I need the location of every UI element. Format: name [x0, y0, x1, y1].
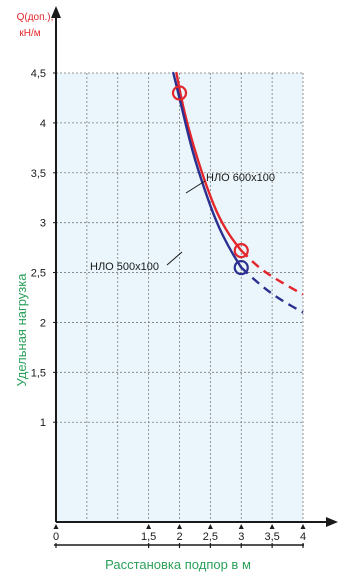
x-tick-label: 0: [53, 531, 59, 543]
y-tick-label: 3,5: [31, 168, 46, 180]
series-1-marker: [233, 259, 249, 276]
x-tick-label: 1,5: [141, 531, 156, 543]
y-unit-line2: кН/м: [19, 28, 40, 39]
x-tick-triangle: [238, 524, 244, 529]
annotation-500: НЛО 500x100: [90, 261, 159, 273]
y-tick-label: 1: [40, 417, 46, 429]
y-axis-arrow: [51, 6, 61, 18]
x-tick-triangle: [53, 524, 59, 529]
y-axis-label: Удельная нагрузка: [14, 273, 29, 387]
series-0-marker: [233, 243, 249, 259]
annotation-500-leader: [166, 251, 183, 266]
x-tick-label: 3,5: [264, 531, 279, 543]
y-tick-label: 2: [40, 317, 46, 329]
x-tick-triangle: [300, 524, 306, 529]
x-axis-arrow: [326, 517, 338, 527]
x-tick-triangle: [146, 524, 152, 529]
x-tick-triangle: [207, 524, 213, 529]
y-tick-label: 4,5: [31, 68, 46, 80]
x-tick-label: 2,5: [203, 531, 218, 543]
x-tick-label: 2: [176, 531, 182, 543]
x-tick-label: 4: [300, 531, 306, 543]
x-tick-triangle: [177, 524, 182, 529]
annotation-600: НЛО 600x100: [206, 172, 275, 184]
extra-marker: [171, 85, 188, 101]
x-tick-triangle: [269, 524, 275, 529]
x-axis-label: Расстановка подпор в м: [105, 557, 251, 572]
grid: [56, 72, 304, 522]
x-tick-label: 3: [238, 531, 244, 543]
x-ticks: 0 1,5 2 2,5 3 3,5 4: [53, 524, 306, 548]
markers-group: [166, 85, 249, 276]
annotation-600-leader: [185, 180, 206, 194]
y-tick-label: 1,5: [31, 367, 46, 379]
axes: [51, 6, 338, 527]
y-tick-label: 3: [40, 218, 46, 230]
series-0-solid-line: [175, 71, 243, 252]
y-tick-label: 2,5: [31, 268, 46, 280]
y-unit-line1: Q(доп.),: [17, 12, 54, 23]
y-tick-label: 4: [40, 118, 46, 130]
y-ticks: 1 1,5 2 2,5 3 3,5 4 4,5: [31, 68, 56, 429]
